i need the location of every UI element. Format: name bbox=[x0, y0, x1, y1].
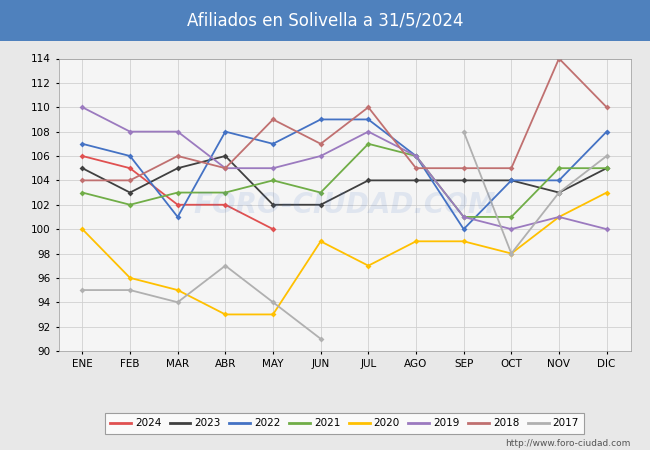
Text: http://www.foro-ciudad.com: http://www.foro-ciudad.com bbox=[505, 439, 630, 448]
Legend: 2024, 2023, 2022, 2021, 2020, 2019, 2018, 2017: 2024, 2023, 2022, 2021, 2020, 2019, 2018… bbox=[105, 413, 584, 433]
Text: FORO-CIUDAD.COM: FORO-CIUDAD.COM bbox=[193, 191, 496, 219]
Text: Afiliados en Solivella a 31/5/2024: Afiliados en Solivella a 31/5/2024 bbox=[187, 11, 463, 29]
